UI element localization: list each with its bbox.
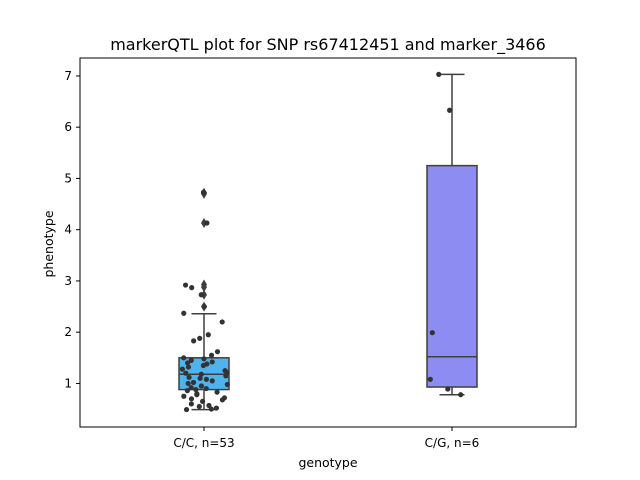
data-point: [429, 330, 435, 336]
data-point: [183, 370, 189, 376]
data-point: [193, 386, 199, 393]
data-point: [181, 310, 187, 316]
x-tick-label: C/C, n=53: [173, 436, 234, 450]
outlier-marker: [201, 282, 207, 293]
data-point: [185, 364, 192, 370]
data-point: [184, 388, 190, 394]
data-point: [209, 359, 215, 365]
plot-frame: [79, 57, 577, 428]
data-point: [203, 385, 209, 392]
data-point: [188, 401, 194, 407]
data-point: [223, 373, 229, 379]
data-point: [201, 303, 207, 310]
data-point: [184, 360, 191, 366]
data-point: [200, 189, 207, 195]
data-point: [219, 319, 225, 325]
data-point: [179, 366, 186, 372]
data-point: [194, 392, 200, 398]
data-point: [199, 398, 206, 404]
data-point: [208, 352, 215, 358]
data-point: [214, 389, 220, 395]
data-point: [219, 397, 226, 403]
y-axis: 1 2 3 4 5 6 7: [64, 69, 80, 390]
box: [426, 164, 478, 388]
data-point: [185, 380, 191, 387]
data-point: [183, 406, 190, 413]
y-tick-label: 3: [64, 274, 72, 288]
data-point: [458, 392, 464, 398]
data-point: [186, 374, 192, 380]
data-point: [198, 383, 204, 389]
data-point: [201, 356, 207, 362]
data-point: [445, 386, 451, 392]
chart-title: markerQTL plot for SNP rs67412451 and ma…: [110, 35, 546, 55]
y-tick-label: 4: [64, 223, 72, 237]
data-point: [208, 406, 214, 412]
outlier-marker: [201, 289, 207, 300]
outlier-marker: [201, 218, 207, 229]
data-point: [205, 332, 211, 338]
data-point: [214, 349, 221, 355]
data-point: [209, 378, 215, 384]
data-point: [203, 376, 210, 382]
x-axis-label: genotype: [298, 455, 357, 470]
data-point: [190, 379, 197, 386]
data-point: [188, 384, 194, 391]
x-tick-label: C/G, n=6: [425, 436, 480, 450]
data-point: [188, 396, 195, 402]
data-point: [198, 292, 204, 298]
y-tick-label: 1: [64, 376, 72, 390]
data-point: [181, 355, 187, 361]
x-axis: C/C, n=53 C/G, n=6: [173, 427, 479, 450]
y-tick-label: 7: [64, 69, 72, 83]
data-point: [436, 71, 442, 77]
data-point: [213, 405, 220, 411]
data-point: [200, 362, 206, 369]
data-point: [427, 376, 433, 382]
y-axis-label: phenotype: [41, 210, 56, 277]
data-point: [197, 375, 203, 381]
data-point: [447, 107, 453, 113]
data-point: [191, 338, 197, 344]
data-point: [198, 371, 204, 377]
data-point: [189, 285, 195, 291]
data-point: [188, 357, 194, 363]
y-tick-label: 2: [64, 325, 72, 339]
data-point: [181, 393, 187, 399]
data-point: [182, 282, 189, 288]
data-point: [197, 335, 203, 341]
plot-area: [178, 71, 478, 413]
data-point: [196, 403, 202, 410]
data-point: [204, 220, 210, 226]
y-tick-label: 5: [64, 171, 72, 185]
y-tick-label: 6: [64, 120, 72, 134]
data-point: [224, 381, 230, 388]
